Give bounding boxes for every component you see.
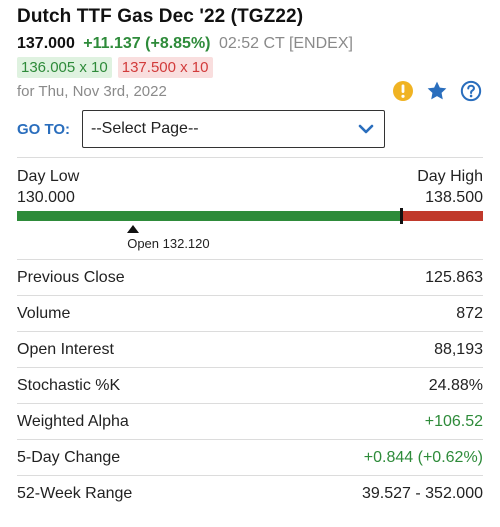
help-icon[interactable] <box>460 80 482 102</box>
stat-value: 39.527 - 352.000 <box>362 484 483 502</box>
ask-badge: 137.500 x 10 <box>117 57 213 78</box>
page-select[interactable]: --Select Page-- <box>82 110 385 148</box>
stat-label: Previous Close <box>17 268 125 286</box>
alert-icon[interactable] <box>392 80 414 102</box>
stat-label: Weighted Alpha <box>17 412 129 430</box>
stat-value: 125.863 <box>425 268 483 286</box>
day-range-labels: Day Low Day High <box>17 168 483 186</box>
goto-label: GO TO: <box>17 121 71 138</box>
stat-row: Previous Close 125.863 <box>17 259 483 295</box>
page-select-value: --Select Page-- <box>91 120 199 137</box>
quote-line: 137.000 +11.137 (+8.85%) 02:52 CT [ENDEX… <box>17 35 353 53</box>
stat-label: 5-Day Change <box>17 448 121 466</box>
day-low-value: 130.000 <box>17 189 75 206</box>
stat-label: 52-Week Range <box>17 484 133 502</box>
open-marker-icon <box>127 225 140 233</box>
stat-row: 52-Week Range 39.527 - 352.000 <box>17 475 483 511</box>
chevron-down-icon <box>358 121 374 142</box>
stat-row: Volume 872 <box>17 295 483 331</box>
day-range-bar <box>17 208 483 224</box>
stat-value: +0.844 (+0.62%) <box>363 448 483 466</box>
last-price-marker <box>400 208 403 224</box>
header-icons <box>392 80 482 102</box>
stats-table: Previous Close 125.863 Volume 872 Open I… <box>17 259 483 511</box>
last-price: 137.000 <box>17 35 75 52</box>
stat-row: Stochastic %K 24.88% <box>17 367 483 403</box>
stat-row: Open Interest 88,193 <box>17 331 483 367</box>
stat-label: Volume <box>17 304 71 322</box>
stat-row: Weighted Alpha +106.52 <box>17 403 483 439</box>
day-high-label: Day High <box>417 168 483 185</box>
stat-row: 5-Day Change +0.844 (+0.62%) <box>17 439 483 475</box>
stat-value: 88,193 <box>434 340 483 358</box>
range-bar-remaining <box>401 211 483 221</box>
quote-time: 02:52 CT [ENDEX] <box>218 35 353 52</box>
day-high-value: 138.500 <box>425 189 483 206</box>
divider <box>17 157 483 158</box>
stat-value: 872 <box>456 304 483 322</box>
stat-label: Open Interest <box>17 340 114 358</box>
page-title: Dutch TTF Gas Dec '22 (TGZ22) <box>17 6 304 27</box>
stat-value: 24.88% <box>428 376 483 394</box>
bid-ask: 136.005 x 10 137.500 x 10 <box>17 57 213 78</box>
star-icon[interactable] <box>426 80 448 102</box>
stat-value: +106.52 <box>424 412 483 430</box>
quote-date: for Thu, Nov 3rd, 2022 <box>17 83 167 100</box>
bid-badge: 136.005 x 10 <box>17 57 112 78</box>
day-low-label: Day Low <box>17 168 80 185</box>
range-bar-up <box>17 211 401 221</box>
price-change: +11.137 (+8.85%) <box>83 35 211 52</box>
stat-label: Stochastic %K <box>17 376 121 394</box>
open-label: Open 132.120 <box>127 236 210 251</box>
day-range-values: 130.000 138.500 <box>17 189 483 207</box>
